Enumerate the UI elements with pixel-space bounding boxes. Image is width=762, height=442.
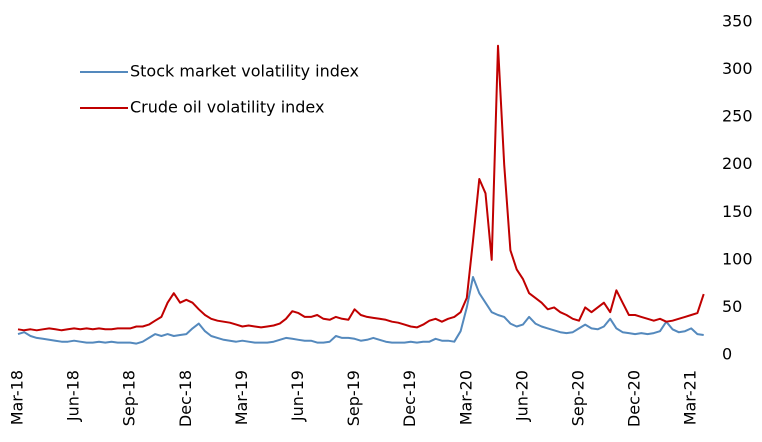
y-tick-label: 200	[722, 154, 753, 173]
x-tick-label: Sep-19	[344, 370, 363, 426]
x-tick-label: Dec-18	[176, 370, 195, 427]
y-tick-label: 300	[722, 59, 753, 78]
x-tick-label: Mar-21	[681, 370, 700, 425]
x-tick-label: Sep-20	[569, 370, 588, 426]
y-tick-label: 0	[722, 345, 732, 364]
y-tick-label: 250	[722, 107, 753, 126]
y-tick-label: 150	[722, 202, 753, 221]
x-tick-label: Mar-20	[456, 370, 475, 425]
series-line	[17, 44, 705, 332]
x-tick-label: Sep-18	[120, 370, 139, 426]
x-tick-label: Dec-20	[625, 370, 644, 427]
legend-label: Stock market volatility index	[130, 62, 359, 81]
legend-label: Crude oil volatility index	[130, 98, 324, 117]
series-line	[17, 276, 704, 345]
x-tick-label: Jun-19	[288, 370, 307, 422]
x-tick-label: Jun-20	[512, 370, 531, 422]
y-tick-label: 350	[722, 12, 753, 31]
x-tick-label: Mar-19	[232, 370, 251, 425]
x-tick-label: Jun-18	[64, 370, 83, 422]
x-tick-label: Dec-19	[400, 370, 419, 427]
x-tick-label: Mar-18	[8, 370, 27, 425]
y-tick-label: 100	[722, 249, 753, 268]
y-tick-label: 50	[722, 297, 742, 316]
